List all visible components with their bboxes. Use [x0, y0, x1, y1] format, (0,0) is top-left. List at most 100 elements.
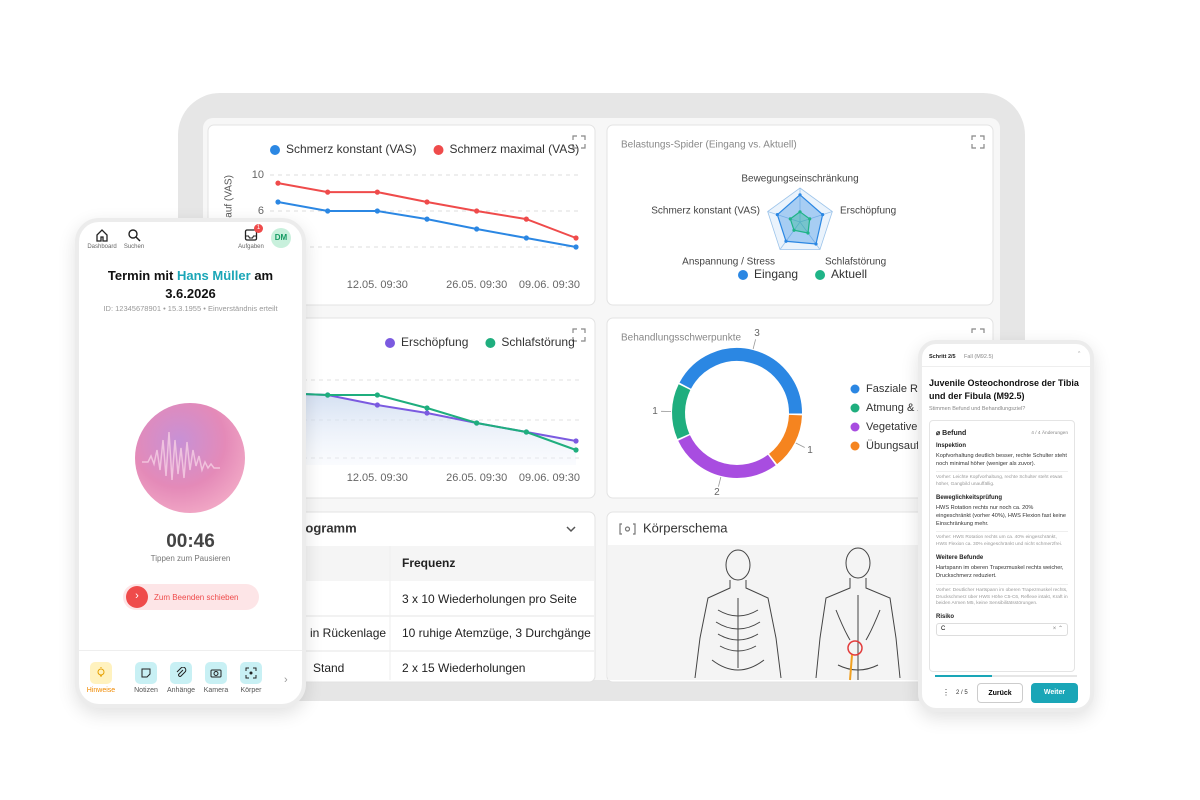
patient-name[interactable]: Hans Müller	[177, 268, 251, 283]
donut-segment	[768, 414, 802, 465]
body-icon	[619, 523, 636, 535]
legend-label: Schmerz konstant (VAS)	[286, 142, 417, 156]
data-point	[523, 235, 529, 241]
data-point	[573, 235, 579, 241]
radar-spoke	[799, 211, 833, 223]
end-slider[interactable]: › Zum Beenden schieben	[123, 584, 259, 610]
leader-line	[718, 476, 722, 487]
nav-label[interactable]: Suchen	[123, 244, 145, 250]
y-tick-label: 6	[258, 205, 264, 217]
expand-icon[interactable]	[971, 328, 985, 333]
legend-marker	[385, 338, 395, 348]
nav-label[interactable]: Aufgaben	[238, 244, 264, 250]
tab[interactable]: Anhänge	[163, 662, 199, 694]
timer[interactable]: 00:46	[166, 531, 215, 552]
data-point	[374, 402, 380, 408]
data-point	[474, 208, 480, 214]
tab-label[interactable]: Anhänge	[166, 687, 196, 694]
tab-label[interactable]: Notizen	[134, 687, 158, 694]
finding-section: Inspektion Kopfvorhaltung deutlich besser…	[936, 443, 1068, 489]
tab[interactable]: Körper	[233, 662, 269, 694]
expand-icon[interactable]	[572, 328, 586, 342]
leader-line	[752, 339, 756, 350]
expand-icon[interactable]	[572, 135, 586, 149]
table-cell: Stand	[313, 661, 344, 675]
tab-label[interactable]: Hinweise	[86, 687, 116, 694]
avatar[interactable]: DM	[271, 228, 291, 248]
patient-meta: ID: 12345678901 • 15.3.1955 • Einverstän…	[103, 304, 278, 313]
section-text: HWS Rotation rechts nur noch ca. 20% ein…	[936, 505, 1066, 528]
expand-icons[interactable]	[572, 135, 985, 342]
legend-marker	[433, 145, 444, 155]
radar-point	[808, 217, 812, 221]
body-diagram	[694, 547, 901, 680]
finding-section: Beweglichkeitsprüfung HWS Rotation rechts…	[936, 495, 1068, 549]
section-text: Kopfvorhaltung deutlich besser, rechte S…	[936, 453, 1067, 468]
search-icon[interactable]	[127, 228, 141, 242]
tab-more[interactable]: ›	[284, 674, 288, 686]
radar-point	[798, 193, 802, 197]
value-label: 3	[754, 328, 760, 339]
progress-fill	[935, 675, 992, 677]
table-cell: 3 x 10 Wiederholungen pro Seite	[402, 592, 577, 606]
chevron[interactable]	[566, 526, 576, 533]
data-point	[573, 438, 579, 444]
slider-label: Zum Beenden schieben	[154, 593, 239, 602]
x-tick-label: 12.05. 09:30	[347, 472, 408, 484]
data-point	[424, 199, 430, 205]
table-cell: 10 ruhige Atemzüge, 3 Durchgänge	[402, 626, 591, 640]
section-previous: Vorher: Deutlicher Hartspann im oberen T…	[936, 583, 1068, 609]
collapse[interactable]: ˆ	[1078, 352, 1081, 359]
tab[interactable]: Notizen	[128, 662, 164, 694]
title-text: am 3.6.2026	[165, 268, 274, 301]
tasks-icon[interactable]	[244, 228, 258, 242]
axis-label: Schmerz konstant (VAS)	[651, 206, 760, 217]
data-point	[474, 420, 480, 426]
pager: 2 / 5	[956, 690, 968, 696]
tab[interactable]: Hinweise	[83, 662, 119, 694]
axis-label: Erschöpfung	[840, 206, 896, 217]
data-point	[573, 447, 579, 453]
data-point	[325, 189, 331, 195]
tab-label[interactable]: Körper	[240, 687, 262, 694]
data-point	[424, 410, 430, 416]
tab[interactable]: Kamera	[198, 662, 234, 694]
tab-label[interactable]: Kamera	[203, 687, 229, 694]
data-point	[275, 180, 281, 186]
y-tick-label: 10	[252, 169, 264, 181]
data-point	[573, 244, 579, 250]
section-text: Hartspann im oberen Trapezmuskel rechts …	[936, 565, 1064, 580]
charts: 2 6 10 Verlauf (VAS) 12.05. 09:30 26.05. 09:3…	[224, 140, 973, 499]
next-button[interactable]: Weiter	[1031, 683, 1078, 703]
back-button[interactable]: Zurück	[977, 683, 1023, 703]
menu-dots[interactable]: ⋮	[942, 688, 950, 697]
step: Schritt 2/5	[929, 354, 956, 360]
home-icon[interactable]	[95, 228, 109, 242]
leader-line	[795, 442, 805, 448]
data-point	[424, 405, 430, 411]
axis-label: Bewegungseinschränkung	[741, 174, 858, 185]
radar-point	[788, 217, 792, 221]
legend-label: Eingang	[754, 267, 798, 281]
legend-label: Aktuell	[831, 267, 867, 281]
card-title-text: Befund	[942, 430, 967, 437]
pain-marker[interactable]	[847, 640, 863, 656]
panel-title: Körperschema	[643, 520, 728, 535]
case-title: Juvenile Osteochondrose der Tibia und de…	[929, 378, 1079, 401]
slider-knob[interactable]: ›	[126, 586, 148, 608]
audio-orb[interactable]	[134, 402, 246, 514]
radiation-line	[849, 654, 853, 681]
risk-select[interactable]: C × ⌃	[936, 623, 1068, 637]
x-tick-label: 26.05. 09:30	[446, 279, 507, 291]
section-previous: Vorher: HWS Rotation rechts um ca. 40% e…	[936, 531, 1068, 549]
legend-marker	[270, 145, 280, 155]
risk-value[interactable]: C	[941, 626, 946, 633]
x-tick-label: 12.05. 09:30	[347, 279, 408, 291]
nav-label[interactable]: Dashboard	[87, 244, 117, 250]
phone-right: Schritt 2/5 Fall (M92.5) ˆ Juvenile Oste…	[918, 340, 1094, 712]
expand-icon[interactable]	[971, 135, 985, 149]
donut-segment	[672, 384, 691, 440]
radar-point	[784, 239, 788, 243]
legend-label: Schlafstörung	[501, 335, 574, 349]
